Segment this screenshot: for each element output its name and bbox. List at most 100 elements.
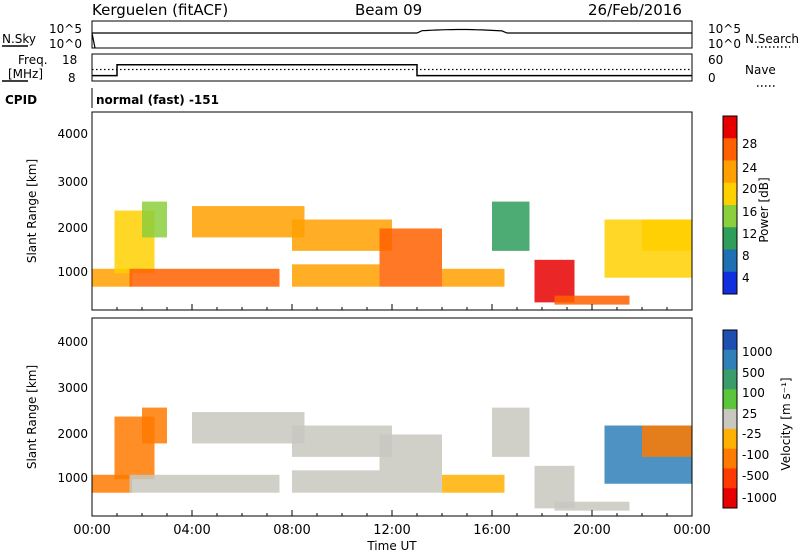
power-cbar-tick-4: 4 bbox=[742, 271, 750, 285]
power-colorbar-frame bbox=[722, 115, 738, 295]
vel-cbar-tick-neg25: -25 bbox=[742, 427, 762, 441]
velocity-echo-4 bbox=[192, 412, 305, 444]
power-colorbar-swatch-7 bbox=[723, 271, 737, 295]
power-cbar-tick-28: 28 bbox=[742, 137, 757, 151]
vel-colorbar-swatch-8 bbox=[723, 488, 737, 509]
velocity-echo-11 bbox=[554, 501, 630, 511]
vel-cbar-tick-100: 100 bbox=[742, 386, 765, 400]
vel-colorbar-swatch-3 bbox=[723, 389, 737, 410]
vel-colorbar-swatch-7 bbox=[723, 468, 737, 489]
freq-panel bbox=[91, 53, 693, 82]
vel-colorbar-swatch-0 bbox=[723, 330, 737, 351]
vel-cbar-tick-neg100: -100 bbox=[742, 448, 769, 462]
vel-cbar-tick-25: 25 bbox=[742, 407, 757, 421]
x-axis-ticks bbox=[91, 304, 693, 516]
vel-colorbar-swatch-1 bbox=[723, 349, 737, 371]
beam-title: Beam 09 bbox=[355, 1, 422, 19]
power-echo-regions bbox=[92, 201, 692, 305]
power-colorbar-swatch-4 bbox=[723, 205, 737, 228]
freq-left-tick-low: 8 bbox=[68, 71, 76, 85]
power-colorbar-swatch-2 bbox=[723, 160, 737, 184]
xtick-label-2400: 00:00 bbox=[673, 523, 710, 538]
velocity-echo-13 bbox=[642, 425, 692, 457]
vel-cbar-tick-500: 500 bbox=[742, 366, 765, 380]
freq-right-tick-high: 60 bbox=[708, 53, 723, 67]
power-echo-11 bbox=[554, 295, 630, 305]
xtick-label-2000: 20:00 bbox=[573, 523, 610, 538]
velocity-echo-7 bbox=[379, 434, 442, 493]
noise-right-tick-high: 10^5 bbox=[708, 22, 741, 36]
freq-label: Freq. bbox=[18, 53, 48, 67]
freq-right-tick-low: 0 bbox=[708, 71, 716, 85]
power-echo-4 bbox=[192, 206, 305, 238]
xtick-label-0400: 04:00 bbox=[173, 523, 210, 538]
freq-left-tick-high: 18 bbox=[62, 53, 77, 67]
cpid-text: normal (fast) -151 bbox=[96, 93, 219, 107]
velocity-ytick-4000: 4000 bbox=[57, 335, 88, 349]
power-cbar-tick-24: 24 bbox=[742, 161, 757, 175]
power-cbar-tick-12: 12 bbox=[742, 227, 757, 241]
power-colorbar-label: Power [dB] bbox=[757, 177, 771, 242]
power-cbar-tick-8: 8 bbox=[742, 249, 750, 263]
velocity-ytick-2000: 2000 bbox=[57, 427, 88, 441]
vel-colorbar-swatch-2 bbox=[723, 369, 737, 390]
noise-panel bbox=[91, 20, 693, 49]
velocity-echo-9 bbox=[492, 407, 530, 457]
power-echo-3 bbox=[129, 268, 280, 287]
velocity-echo-6 bbox=[292, 470, 380, 493]
velocity-echo-regions bbox=[92, 407, 692, 511]
xtick-label-1200: 12:00 bbox=[373, 523, 410, 538]
velocity-colorbar bbox=[723, 330, 737, 509]
velocity-ylabel: Slant Range [km] bbox=[25, 365, 39, 469]
nsky-label: N.Sky bbox=[2, 32, 36, 46]
velocity-echo-8 bbox=[442, 474, 505, 493]
vel-cbar-tick-neg1000: -1000 bbox=[742, 491, 777, 505]
power-ytick-4000: 4000 bbox=[57, 127, 88, 141]
power-echo-10 bbox=[534, 259, 575, 303]
frequency-trace bbox=[92, 64, 692, 77]
nsearch-label: N.Search bbox=[745, 32, 799, 46]
xtick-label-0000: 00:00 bbox=[73, 523, 110, 538]
freq-unit-label: [MHz] bbox=[8, 67, 43, 81]
power-colorbar-swatch-1 bbox=[723, 138, 737, 161]
power-colorbar-swatch-0 bbox=[723, 116, 737, 139]
power-echo-9 bbox=[492, 201, 530, 251]
date-title: 26/Feb/2016 bbox=[588, 1, 682, 19]
power-cbar-tick-20: 20 bbox=[742, 182, 757, 196]
power-colorbar-swatch-6 bbox=[723, 249, 737, 273]
xtick-label-0800: 08:00 bbox=[273, 523, 310, 538]
vel-colorbar-swatch-6 bbox=[723, 448, 737, 469]
station-title: Kerguelen (fitACF) bbox=[92, 1, 228, 19]
cpid-label: CPID bbox=[5, 93, 37, 107]
velocity-echo-2 bbox=[142, 407, 167, 444]
velocity-echo-10 bbox=[534, 465, 575, 509]
power-echo-7 bbox=[379, 228, 442, 287]
velocity-colorbar-label: Velocity [m s⁻¹] bbox=[779, 377, 793, 470]
power-echo-6 bbox=[292, 264, 380, 287]
power-echo-5 bbox=[292, 219, 392, 251]
vel-colorbar-swatch-5 bbox=[723, 428, 737, 450]
velocity-ytick-3000: 3000 bbox=[57, 381, 88, 395]
noise-right-tick-low: 10^0 bbox=[708, 37, 741, 51]
power-ytick-3000: 3000 bbox=[57, 175, 88, 189]
power-colorbar-swatch-5 bbox=[723, 227, 737, 250]
noise-left-tick-high: 10^5 bbox=[49, 22, 82, 36]
vel-cbar-tick-1000: 1000 bbox=[742, 345, 773, 359]
nave-label: Nave bbox=[745, 63, 776, 77]
power-ytick-2000: 2000 bbox=[57, 221, 88, 235]
power-cbar-tick-16: 16 bbox=[742, 205, 757, 219]
power-echo-13 bbox=[642, 219, 692, 251]
velocity-colorbar-frame bbox=[722, 329, 738, 509]
power-colorbar-swatch-3 bbox=[723, 182, 737, 206]
x-axis-label: Time UT bbox=[366, 539, 417, 553]
noise-start-drop bbox=[91, 32, 96, 49]
power-echo-2 bbox=[142, 201, 167, 238]
vel-cbar-tick-neg500: -500 bbox=[742, 469, 769, 483]
vel-colorbar-swatch-4 bbox=[723, 409, 737, 430]
power-echo-8 bbox=[442, 268, 505, 287]
velocity-echo-5 bbox=[292, 425, 392, 457]
velocity-echo-3 bbox=[129, 474, 280, 493]
velocity-ytick-1000: 1000 bbox=[57, 471, 88, 485]
power-ylabel: Slant Range [km] bbox=[25, 159, 39, 263]
